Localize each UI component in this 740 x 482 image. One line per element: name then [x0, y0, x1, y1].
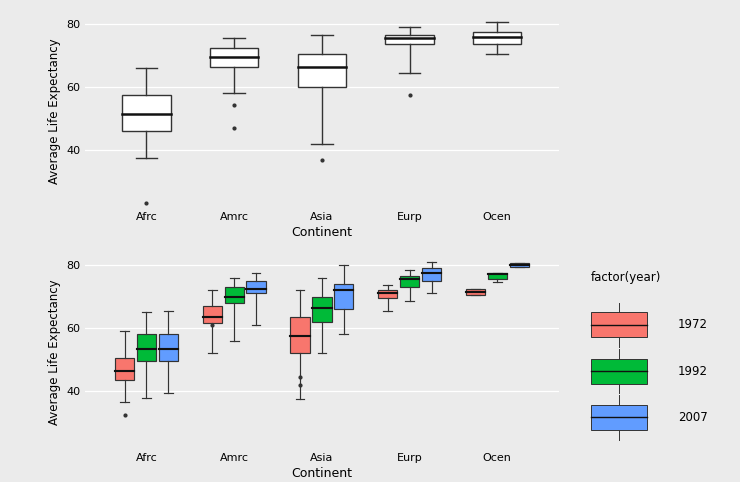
Bar — [224, 287, 244, 303]
Bar — [422, 268, 441, 281]
Bar — [246, 281, 266, 294]
Bar — [159, 335, 178, 362]
FancyBboxPatch shape — [591, 312, 647, 337]
Bar — [334, 284, 354, 309]
FancyBboxPatch shape — [591, 405, 647, 430]
X-axis label: Continent: Continent — [292, 467, 352, 480]
Bar — [488, 273, 507, 279]
Bar — [378, 290, 397, 298]
Bar — [400, 276, 420, 287]
Text: factor(year): factor(year) — [591, 271, 662, 284]
X-axis label: Continent: Continent — [292, 226, 352, 239]
Bar — [115, 358, 134, 380]
Text: 2007: 2007 — [678, 411, 708, 424]
Text: 1972: 1972 — [678, 319, 708, 331]
Bar — [297, 54, 346, 87]
Bar — [137, 335, 156, 362]
Y-axis label: Average Life Expectancy: Average Life Expectancy — [47, 38, 61, 184]
Bar — [312, 296, 332, 322]
Y-axis label: Average Life Expectancy: Average Life Expectancy — [47, 279, 61, 425]
Bar — [386, 35, 434, 44]
Bar — [210, 48, 258, 67]
Text: 1992: 1992 — [678, 365, 708, 377]
Bar — [203, 306, 222, 323]
Bar — [465, 289, 485, 295]
FancyBboxPatch shape — [591, 359, 647, 384]
Bar — [473, 32, 522, 44]
Bar — [122, 95, 171, 132]
Bar — [510, 263, 529, 267]
Bar — [290, 317, 309, 353]
